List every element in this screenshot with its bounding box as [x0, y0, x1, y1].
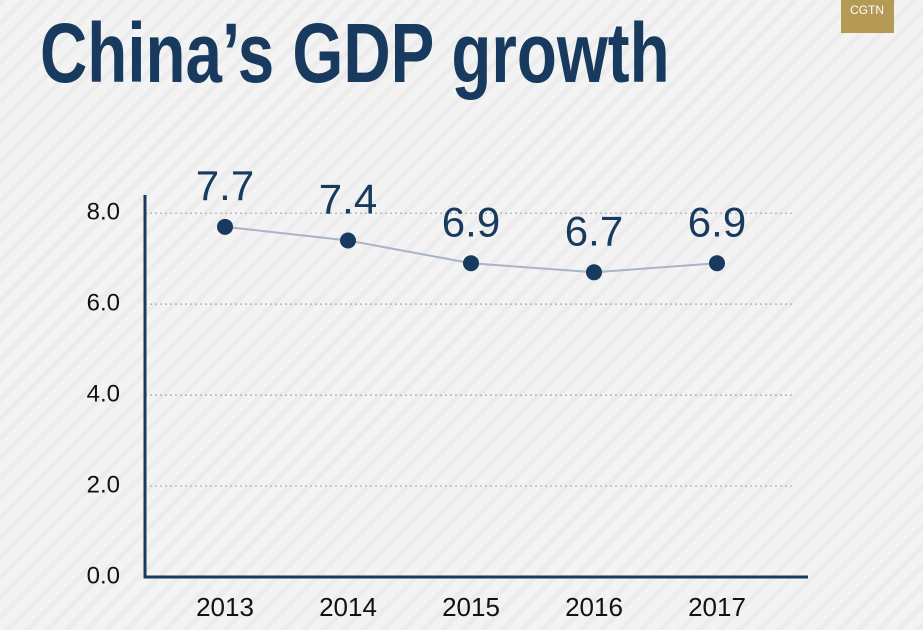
data-label: 7.4	[319, 176, 377, 223]
chart-title: China’s GDP growth	[40, 6, 670, 100]
data-label: 6.9	[688, 198, 746, 245]
marker	[586, 264, 602, 281]
data-label: 7.7	[196, 162, 254, 209]
axis-line	[143, 195, 808, 579]
y-tick-label: 4.0	[87, 380, 120, 407]
marker	[217, 218, 233, 235]
marker	[340, 232, 356, 249]
logo-box	[841, 0, 894, 33]
y-tick-label: 6.0	[87, 289, 120, 316]
data-label: 6.7	[565, 207, 623, 254]
y-tick-label: 2.0	[87, 471, 120, 498]
y-tick-label: 0.0	[87, 562, 120, 589]
x-tick-label: 2014	[319, 592, 377, 622]
data-label: 6.9	[442, 198, 500, 245]
x-tick-label: 2016	[565, 592, 623, 622]
marker	[709, 255, 725, 272]
logo: CGTN	[850, 3, 884, 17]
x-tick-label: 2015	[442, 592, 500, 622]
marker	[463, 255, 479, 272]
x-tick-label: 2013	[196, 592, 254, 622]
x-tick-label: 2017	[688, 592, 746, 622]
y-tick-label: 8.0	[87, 199, 120, 226]
